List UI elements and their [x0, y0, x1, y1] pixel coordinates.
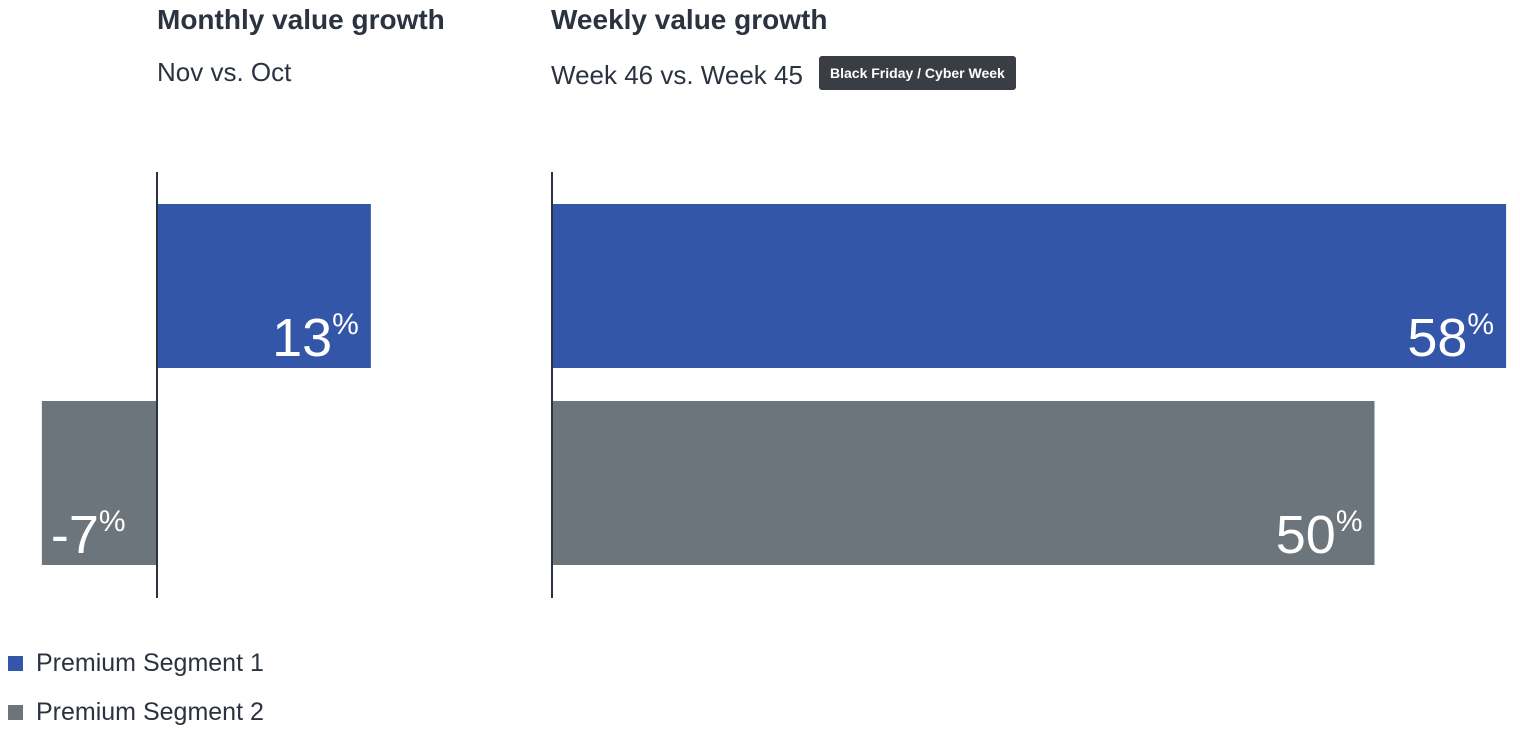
weekly-bar-segment-2 — [552, 401, 1375, 565]
legend-swatch-segment-2 — [8, 704, 23, 720]
legend-item-segment-2: Premium Segment 2 — [8, 697, 264, 727]
weekly-bar-segment-1 — [552, 204, 1507, 368]
black-friday-badge: Black Friday / Cyber Week — [819, 56, 1016, 90]
weekly-chart-subtitle: Week 46 vs. Week 45 — [551, 60, 803, 90]
weekly-value-label-segment-2: 50% — [1276, 505, 1363, 565]
growth-bar-charts: 13% -7% 58% 50% — [41, 172, 1507, 598]
legend-item-segment-1: Premium Segment 1 — [8, 648, 264, 678]
monthly-value-label-segment-2: -7% — [51, 505, 126, 565]
legend: Premium Segment 1 Premium Segment 2 — [8, 648, 264, 746]
legend-label-segment-2: Premium Segment 2 — [36, 697, 264, 726]
legend-label-segment-1: Premium Segment 1 — [36, 648, 264, 677]
weekly-chart-title: Weekly value growth — [551, 4, 828, 35]
monthly-bar-segment-1 — [157, 204, 371, 368]
weekly-value-label-segment-1: 58% — [1407, 308, 1494, 368]
monthly-chart-title: Monthly value growth — [157, 4, 445, 35]
monthly-value-label-segment-1: 13% — [272, 308, 359, 368]
monthly-chart-subtitle: Nov vs. Oct — [157, 57, 292, 87]
monthly-bar-segment-2 — [41, 401, 157, 565]
legend-swatch-segment-1 — [8, 655, 23, 671]
